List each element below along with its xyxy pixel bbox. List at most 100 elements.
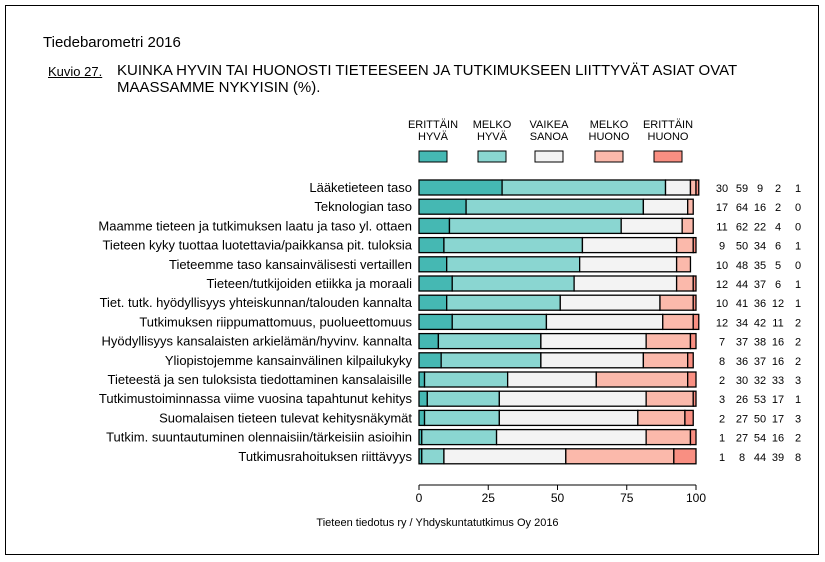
value-label: 2: [795, 433, 801, 445]
value-label: 5: [775, 260, 781, 272]
value-label: 30: [716, 183, 728, 195]
value-label: 4: [775, 221, 781, 233]
value-label: 1: [719, 452, 725, 464]
value-label: 1: [795, 394, 801, 406]
value-label: 2: [775, 202, 781, 214]
bar-segment: [692, 236, 697, 254]
value-label: 9: [719, 241, 725, 253]
value-label: 50: [736, 241, 748, 253]
bar-segment: [421, 448, 445, 465]
value-label: 2: [719, 413, 725, 425]
bar-segment: [595, 371, 689, 388]
bar-segment: [565, 448, 675, 465]
value-label: 42: [754, 317, 766, 329]
bar-segment: [426, 390, 500, 407]
bar-segment: [498, 390, 647, 407]
x-tick-label: 50: [551, 491, 565, 505]
value-label: 35: [754, 260, 766, 272]
value-label: 17: [772, 394, 784, 406]
value-label: 2: [795, 337, 801, 349]
legend-label: ERITTÄIN: [643, 119, 693, 131]
value-label: 2: [795, 356, 801, 368]
value-label: 48: [736, 260, 748, 272]
legend-label: ERITTÄIN: [408, 119, 458, 131]
bar-segment: [446, 256, 581, 273]
bar-segment: [645, 332, 692, 350]
bar-segment: [645, 390, 694, 407]
value-label: 7: [719, 337, 725, 349]
value-label: 12: [716, 317, 728, 329]
value-label: 1: [795, 279, 801, 291]
category-label: Tieteen kyky tuottaa luotettavia/paikkan…: [102, 238, 412, 253]
bar-segment: [659, 294, 694, 311]
value-label: 1: [795, 298, 801, 310]
value-label: 10: [716, 298, 728, 310]
value-label: 59: [736, 183, 748, 195]
value-label: 37: [754, 356, 766, 368]
bar-segment: [448, 217, 622, 235]
legend-swatch: [534, 150, 564, 163]
value-label: 12: [716, 279, 728, 291]
legend-label: MELKO: [473, 119, 512, 131]
value-label: 27: [736, 433, 748, 445]
category-label: Teknologian taso: [314, 199, 412, 214]
value-label: 11: [716, 221, 727, 233]
value-label: 44: [736, 279, 748, 291]
bar-segment: [418, 275, 453, 292]
figure-number: Kuvio 27.: [48, 64, 103, 79]
bar-segment: [620, 217, 683, 235]
bar-segment: [443, 236, 584, 254]
value-label: 3: [795, 413, 801, 425]
bar-segment: [418, 198, 467, 215]
legend-label: HUONO: [648, 131, 689, 143]
bar-segment: [465, 198, 645, 215]
bar-segment: [443, 448, 567, 465]
bar-segment: [423, 409, 500, 427]
value-label: 1: [795, 241, 801, 253]
bar-segment: [675, 236, 694, 254]
bar-segment: [642, 352, 689, 369]
value-label: 41: [736, 298, 748, 310]
figure-frame: [5, 5, 819, 555]
bar-segment: [579, 256, 678, 273]
value-label: 37: [736, 337, 748, 349]
value-label: 1: [795, 183, 801, 195]
category-label: Tutkimusrahoituksen riittävyys: [238, 449, 412, 464]
value-label: 8: [719, 356, 725, 368]
category-label: Tutkimustoiminnassa viime vuosina tapaht…: [99, 391, 413, 406]
value-label: 1: [719, 433, 725, 445]
value-label: 54: [754, 433, 766, 445]
value-label: 3: [795, 375, 801, 387]
value-label: 44: [754, 452, 766, 464]
category-label: Tieteestä ja sen tuloksista tiedottamine…: [108, 372, 412, 387]
value-label: 10: [716, 260, 728, 272]
bar-segment: [559, 294, 661, 311]
value-label: 30: [736, 375, 748, 387]
value-label: 34: [736, 317, 748, 329]
bar-segment: [689, 179, 697, 196]
bar-segment: [581, 236, 678, 254]
bar-segment: [495, 428, 647, 446]
figure-title-line-1: KUINKA HYVIN TAI HUONOSTI TIETEESEEN JA …: [117, 62, 738, 79]
value-label: 12: [772, 298, 784, 310]
bar-segment: [675, 256, 692, 273]
value-label: 26: [736, 394, 748, 406]
value-label: 6: [775, 279, 781, 291]
value-label: 53: [754, 394, 766, 406]
value-label: 36: [736, 356, 748, 368]
bar-segment: [692, 275, 697, 292]
source-note: Tieteen tiedotus ry / Yhdyskuntatutkimus…: [0, 517, 825, 529]
bar-segment: [675, 275, 694, 292]
value-label: 17: [716, 202, 728, 214]
bar-segment: [540, 352, 645, 369]
bar-segment: [662, 313, 694, 331]
bar-segment: [545, 313, 664, 331]
bar-segment: [692, 294, 697, 311]
value-label: 11: [772, 317, 783, 329]
bar-segment: [506, 371, 597, 388]
bar-segment: [664, 179, 692, 196]
value-label: 0: [795, 260, 801, 272]
x-tick-label: 25: [482, 491, 496, 505]
figure-title: KUINKA HYVIN TAI HUONOSTI TIETEESEEN JA …: [117, 62, 797, 96]
